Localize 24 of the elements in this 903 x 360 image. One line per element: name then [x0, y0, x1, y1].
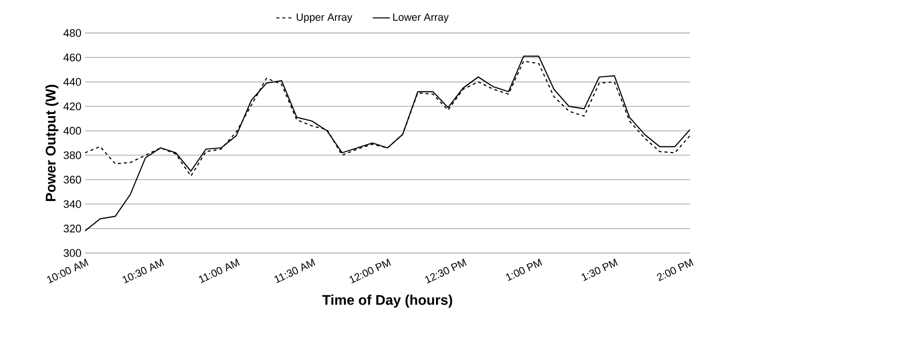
y-tick-label: 420	[63, 102, 82, 110]
y-tick-label: 320	[64, 224, 82, 232]
y-tick-label: 460	[63, 54, 82, 62]
x-tick-label: 11:30 AM	[274, 258, 316, 284]
x-axis-title: Time of Day (hours)	[322, 294, 452, 308]
x-tick-label: 1:00 PM	[506, 258, 542, 281]
y-tick-label: 400	[63, 126, 82, 135]
legend-label: Upper Array	[296, 14, 352, 23]
x-tick-label: 11:00 AM	[198, 258, 240, 284]
y-tick-label: 440	[63, 78, 82, 86]
y-tick-label: 380	[64, 151, 82, 160]
x-tick-label: 1:30 PM	[582, 258, 618, 281]
x-tick-label: 10:00 AM	[46, 258, 88, 284]
legend-label: Lower Array	[393, 14, 449, 23]
y-axis-title: Power Output (W)	[45, 84, 58, 201]
x-tick-label: 12:30 PM	[425, 258, 467, 284]
y-tick-label: 360	[64, 176, 82, 184]
line-series	[85, 56, 690, 232]
y-tick-label: 300	[64, 249, 82, 257]
y-tick-label: 340	[64, 200, 82, 208]
x-tick-label: 10:30 AM	[122, 258, 164, 284]
y-tick-label: 480	[63, 29, 82, 37]
x-tick-label: 12:00 PM	[349, 258, 391, 284]
x-tick-label: 2:00 PM	[657, 258, 694, 282]
